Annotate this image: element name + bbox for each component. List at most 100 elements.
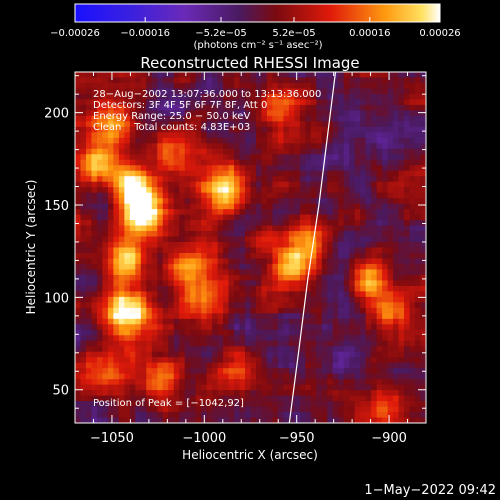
heatmap-cell (140, 88, 147, 95)
heatmap-cell (168, 368, 175, 375)
heatmap-cell (113, 72, 120, 78)
heatmap-cell (96, 263, 103, 270)
heatmap-cell (124, 368, 131, 375)
heatmap-cell (393, 362, 399, 369)
heatmap-cell (212, 379, 218, 386)
heatmap-cell (140, 296, 147, 303)
heatmap-cell (124, 121, 131, 128)
heatmap-cell (168, 99, 175, 106)
heatmap-cell (135, 187, 142, 194)
heatmap-cell (360, 274, 367, 281)
heatmap-cell (129, 351, 136, 358)
heatmap-cell (245, 291, 251, 298)
heatmap-cell (217, 296, 224, 303)
heatmap-cell (217, 357, 224, 364)
heatmap-cell (288, 121, 295, 128)
heatmap-cell (217, 115, 224, 122)
heatmap-cell (382, 137, 389, 144)
heatmap-cell (420, 252, 426, 259)
heatmap-cell (245, 209, 251, 215)
heatmap-cell (151, 340, 158, 347)
heatmap-cell (299, 192, 306, 199)
heatmap-cell (354, 132, 361, 139)
heatmap-cell (255, 187, 262, 194)
heatmap-cell (261, 115, 268, 122)
heatmap-cell (129, 242, 136, 248)
heatmap-cell (398, 88, 405, 95)
heatmap-cell (135, 373, 142, 380)
heatmap-cell (223, 269, 229, 276)
heatmap-cell (255, 346, 262, 353)
info-line-energy: Energy Range: 25.0 − 50.0 keV (93, 111, 250, 122)
heatmap-cell (184, 170, 191, 177)
heatmap-cell (321, 258, 328, 265)
heatmap-cell (157, 192, 164, 199)
heatmap-cell (316, 395, 323, 402)
heatmap-cell (223, 274, 229, 281)
heatmap-cell (398, 148, 405, 155)
heatmap-cell (415, 214, 421, 221)
heatmap-cell (420, 242, 426, 248)
heatmap-cell (212, 340, 218, 347)
heatmap-cell (234, 198, 240, 205)
heatmap-cell (146, 137, 153, 144)
heatmap-cell (261, 346, 268, 353)
heatmap-cell (168, 236, 175, 243)
heatmap-cell (332, 280, 339, 287)
heatmap-cell (217, 346, 224, 353)
heatmap-cell (85, 263, 92, 270)
info-line-time: 28−Aug−2002 13:07:36.000 to 13:13:36.000 (93, 89, 321, 100)
heatmap-cell (168, 170, 175, 177)
heatmap-cell (343, 121, 350, 128)
heatmap-cell (118, 143, 125, 150)
heatmap-cell (382, 126, 389, 133)
heatmap-cell (349, 412, 356, 418)
heatmap-cell (294, 209, 301, 215)
heatmap-cell (398, 231, 405, 237)
heatmap-cell (393, 263, 399, 270)
heatmap-cell (162, 154, 169, 161)
heatmap-cell (129, 252, 136, 259)
heatmap-cell (277, 362, 284, 369)
heatmap-cell (338, 412, 345, 418)
heatmap-cell (299, 93, 306, 100)
heatmap-cell (102, 126, 109, 133)
heatmap-cell (266, 110, 273, 117)
heatmap-cell (113, 362, 120, 369)
heatmap-cell (387, 154, 394, 161)
heatmap-cell (294, 307, 301, 314)
heatmap-cell (179, 296, 186, 303)
heatmap-cell (338, 137, 345, 144)
heatmap-cell (146, 143, 153, 150)
heatmap-cell (113, 373, 120, 380)
heatmap-cell (190, 252, 197, 259)
heatmap-cell (168, 242, 175, 248)
heatmap-cell (96, 324, 103, 331)
heatmap-cell (409, 247, 416, 254)
heatmap-cell (201, 231, 208, 237)
heatmap-cell (387, 159, 394, 166)
heatmap-cell (387, 258, 394, 265)
heatmap-cell (234, 165, 240, 172)
heatmap-cell (404, 181, 410, 188)
heatmap-cell (195, 225, 202, 232)
heatmap-cell (398, 401, 405, 407)
heatmap-cell (118, 154, 125, 161)
heatmap-cell (250, 252, 257, 259)
heatmap-cell (316, 165, 323, 172)
heatmap-cell (354, 263, 361, 270)
heatmap-cell (206, 318, 213, 325)
heatmap-cell (201, 181, 208, 188)
heatmap-cell (162, 143, 169, 150)
heatmap-cell (157, 351, 164, 358)
heatmap-cell (212, 110, 218, 117)
heatmap-cell (283, 291, 290, 298)
heatmap-cell (316, 318, 323, 325)
heatmap-cell (228, 302, 235, 309)
heatmap-cell (217, 390, 224, 396)
heatmap-cell (80, 368, 87, 375)
heatmap-cell (250, 198, 257, 205)
heatmap-cell (113, 236, 120, 243)
heatmap-cell (272, 379, 279, 386)
heatmap-cell (228, 154, 235, 161)
